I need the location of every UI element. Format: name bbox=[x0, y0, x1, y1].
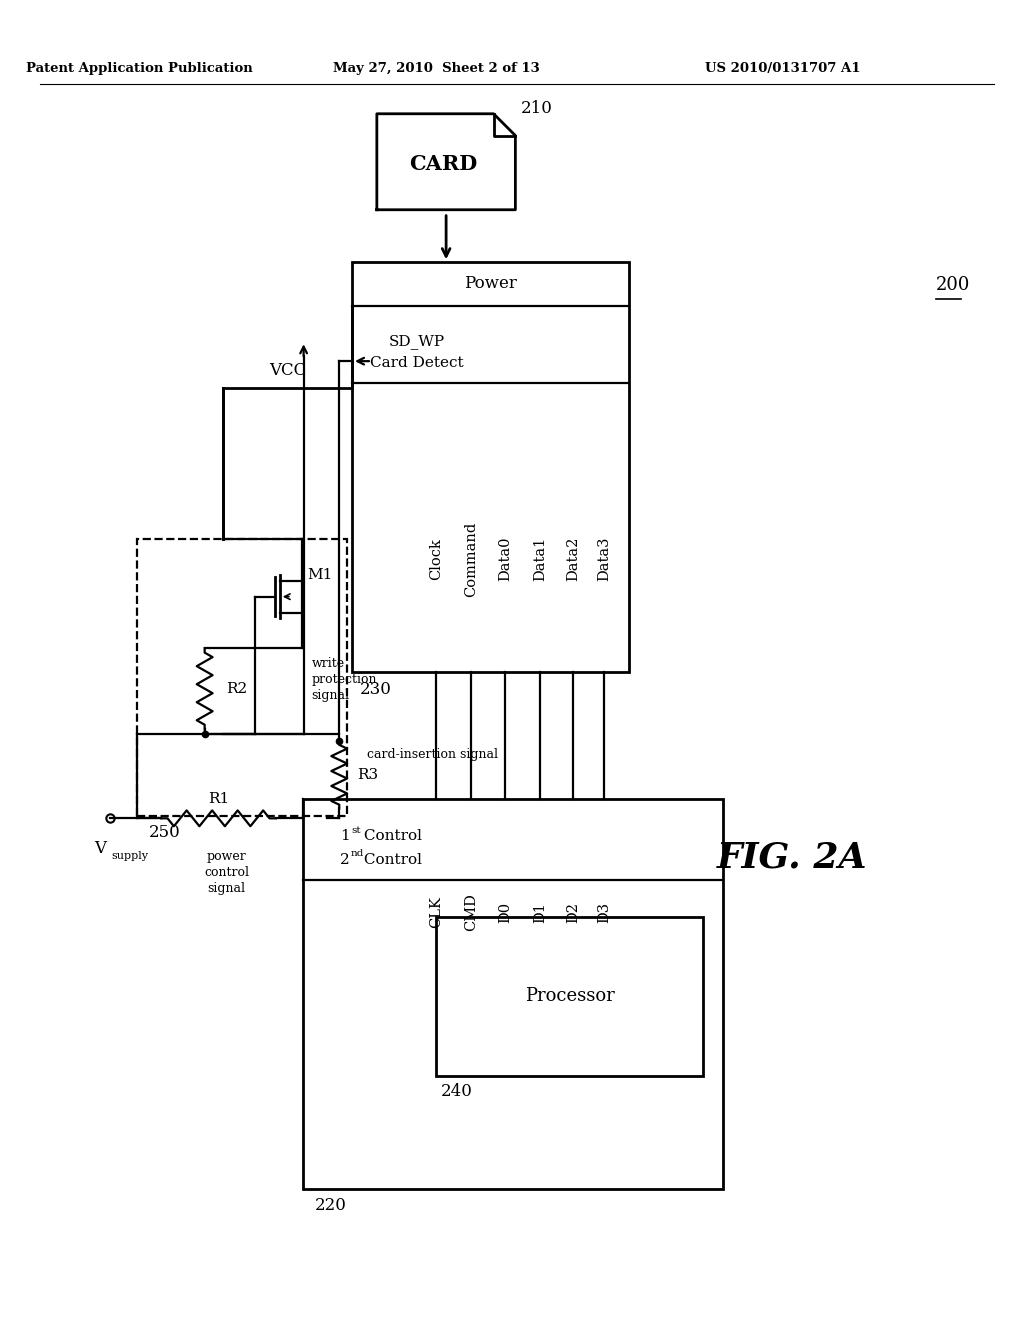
Text: US 2010/0131707 A1: US 2010/0131707 A1 bbox=[705, 62, 860, 75]
Text: 2: 2 bbox=[340, 853, 350, 867]
Text: 210: 210 bbox=[520, 100, 552, 117]
Text: R1: R1 bbox=[208, 792, 229, 805]
Text: VCC: VCC bbox=[269, 362, 306, 379]
Text: Control: Control bbox=[359, 829, 422, 843]
Text: D0: D0 bbox=[499, 902, 512, 923]
Text: Card Detect: Card Detect bbox=[370, 356, 463, 370]
Text: M1: M1 bbox=[307, 568, 333, 582]
Bar bbox=[303, 799, 723, 1189]
Text: Processor: Processor bbox=[525, 987, 614, 1006]
Text: 240: 240 bbox=[441, 1082, 473, 1100]
Text: card-insertion signal: card-insertion signal bbox=[367, 747, 498, 760]
Text: Clock: Clock bbox=[429, 539, 443, 579]
Text: power
control
signal: power control signal bbox=[204, 850, 249, 895]
Text: V: V bbox=[94, 840, 105, 857]
Text: FIG. 2A: FIG. 2A bbox=[717, 841, 867, 875]
Text: Data3: Data3 bbox=[597, 537, 611, 581]
Text: D2: D2 bbox=[566, 902, 580, 923]
Text: 200: 200 bbox=[936, 276, 971, 294]
Text: CLK: CLK bbox=[429, 896, 443, 928]
Text: Patent Application Publication: Patent Application Publication bbox=[26, 62, 253, 75]
Text: CARD: CARD bbox=[409, 153, 477, 174]
Text: 1: 1 bbox=[340, 829, 350, 843]
Text: SD_WP: SD_WP bbox=[388, 334, 444, 348]
Bar bbox=[137, 540, 347, 816]
Bar bbox=[436, 917, 703, 1076]
Text: Data0: Data0 bbox=[499, 537, 512, 581]
Text: 230: 230 bbox=[360, 681, 392, 698]
Bar bbox=[352, 263, 629, 672]
Text: Power: Power bbox=[464, 276, 517, 293]
Text: D1: D1 bbox=[534, 902, 547, 923]
Text: R2: R2 bbox=[226, 681, 248, 696]
Text: Control: Control bbox=[359, 853, 422, 867]
Text: Data2: Data2 bbox=[566, 537, 580, 581]
Text: R3: R3 bbox=[357, 768, 378, 781]
Text: st: st bbox=[351, 826, 360, 834]
Text: write
protection
signal: write protection signal bbox=[311, 657, 377, 702]
Text: D3: D3 bbox=[597, 902, 611, 923]
Text: supply: supply bbox=[112, 851, 148, 861]
Text: 250: 250 bbox=[150, 824, 181, 841]
Text: 220: 220 bbox=[314, 1197, 346, 1213]
Text: May 27, 2010  Sheet 2 of 13: May 27, 2010 Sheet 2 of 13 bbox=[333, 62, 540, 75]
Text: Command: Command bbox=[464, 521, 478, 597]
Text: nd: nd bbox=[351, 850, 365, 858]
Text: CMD: CMD bbox=[464, 894, 478, 932]
Text: Data1: Data1 bbox=[534, 537, 547, 581]
